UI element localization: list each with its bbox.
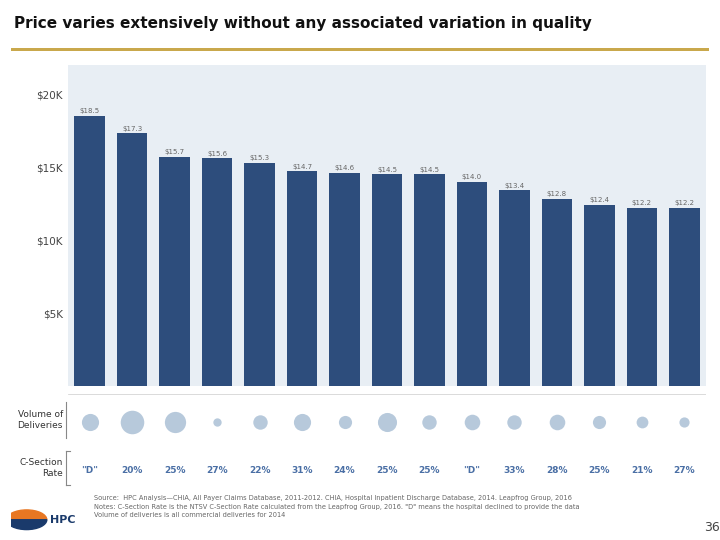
Bar bbox=[499, 191, 530, 386]
Point bbox=[212, 418, 223, 427]
Bar bbox=[669, 208, 700, 386]
Text: 22%: 22% bbox=[249, 466, 270, 475]
Bar bbox=[414, 174, 445, 386]
Text: 25%: 25% bbox=[589, 466, 610, 475]
Bar bbox=[74, 116, 105, 386]
Text: $14.7: $14.7 bbox=[292, 164, 312, 170]
Text: $12.4: $12.4 bbox=[590, 197, 609, 203]
Text: $15.7: $15.7 bbox=[165, 149, 184, 155]
Text: $14.0: $14.0 bbox=[462, 174, 482, 180]
Bar bbox=[456, 181, 487, 386]
Text: 27%: 27% bbox=[673, 466, 696, 475]
Text: 28%: 28% bbox=[546, 466, 567, 475]
Point bbox=[254, 418, 266, 427]
Wedge shape bbox=[6, 519, 47, 530]
Bar bbox=[541, 199, 572, 386]
Text: $14.5: $14.5 bbox=[420, 166, 439, 173]
Text: 25%: 25% bbox=[377, 466, 397, 475]
Point bbox=[297, 418, 308, 427]
Bar bbox=[584, 205, 615, 386]
Text: "D": "D" bbox=[464, 466, 480, 475]
Wedge shape bbox=[6, 510, 47, 519]
Text: $15.6: $15.6 bbox=[207, 151, 227, 157]
Text: 24%: 24% bbox=[333, 466, 356, 475]
Text: 25%: 25% bbox=[164, 466, 185, 475]
Text: $12.2: $12.2 bbox=[675, 200, 694, 206]
Text: 20%: 20% bbox=[122, 466, 143, 475]
Point bbox=[594, 418, 606, 427]
Point bbox=[84, 418, 96, 427]
Text: $14.5: $14.5 bbox=[377, 166, 397, 173]
Text: $12.8: $12.8 bbox=[547, 191, 567, 198]
Text: $18.5: $18.5 bbox=[80, 108, 99, 114]
Text: 33%: 33% bbox=[504, 466, 525, 475]
Text: $13.4: $13.4 bbox=[505, 183, 524, 188]
Text: Volume of
Deliveries: Volume of Deliveries bbox=[17, 410, 63, 430]
Text: C-Section
Rate: C-Section Rate bbox=[19, 458, 63, 478]
Point bbox=[678, 418, 690, 427]
Point bbox=[382, 418, 393, 427]
Bar bbox=[287, 171, 318, 386]
Point bbox=[423, 418, 435, 427]
Text: 21%: 21% bbox=[631, 466, 652, 475]
Text: "D": "D" bbox=[81, 466, 98, 475]
Bar bbox=[329, 173, 360, 386]
Bar bbox=[117, 133, 148, 386]
Point bbox=[169, 418, 181, 427]
Bar bbox=[372, 174, 402, 386]
Text: $12.2: $12.2 bbox=[632, 200, 652, 206]
Bar bbox=[626, 208, 657, 386]
Point bbox=[127, 418, 138, 427]
Text: $14.6: $14.6 bbox=[335, 165, 354, 171]
Point bbox=[509, 418, 521, 427]
Text: Source:  HPC Analysis—CHIA, All Payer Claims Database, 2011-2012. CHIA, Hospital: Source: HPC Analysis—CHIA, All Payer Cla… bbox=[94, 495, 579, 518]
Bar bbox=[244, 163, 275, 386]
Text: $15.3: $15.3 bbox=[250, 155, 269, 161]
Bar bbox=[202, 158, 233, 386]
Text: HPC: HPC bbox=[50, 516, 75, 525]
Text: 31%: 31% bbox=[292, 466, 312, 475]
Point bbox=[552, 418, 563, 427]
Point bbox=[467, 418, 478, 427]
Text: 36: 36 bbox=[704, 521, 720, 534]
Text: $17.3: $17.3 bbox=[122, 126, 143, 132]
Point bbox=[636, 418, 648, 427]
Point bbox=[339, 418, 351, 427]
Bar bbox=[159, 157, 190, 386]
Text: Price varies extensively without any associated variation in quality: Price varies extensively without any ass… bbox=[14, 16, 592, 31]
Text: 27%: 27% bbox=[206, 466, 228, 475]
Text: 25%: 25% bbox=[419, 466, 440, 475]
